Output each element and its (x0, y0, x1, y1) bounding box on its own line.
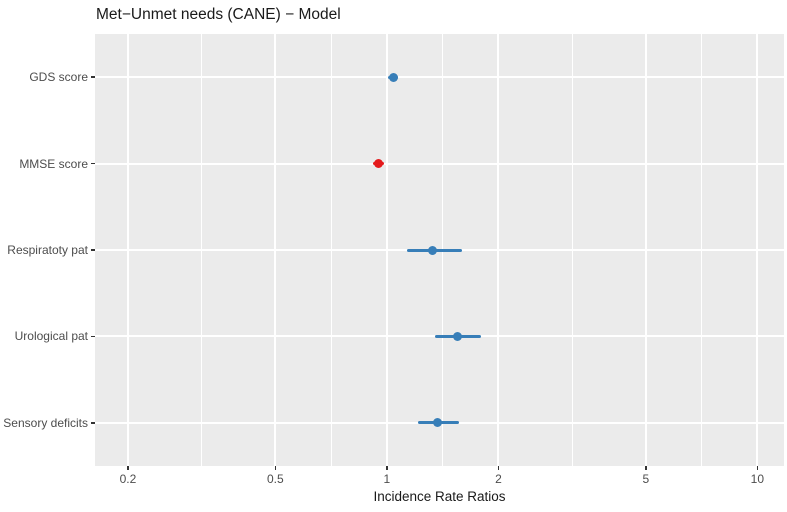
x-axis-tick (274, 466, 277, 470)
x-axis-title: Incidence Rate Ratios (373, 489, 506, 504)
x-tick-label: 0.5 (267, 472, 284, 486)
y-axis-tick (91, 162, 95, 165)
point-marker (374, 159, 384, 169)
x-tick-label: 0.2 (119, 472, 137, 486)
x-axis-tick (127, 466, 129, 470)
grid-major-y (95, 76, 784, 79)
y-category-label: Respiratoty pat (7, 243, 88, 257)
x-tick-label: 10 (750, 472, 765, 486)
chart-title: Met−Unmet needs (CANE) − Model (96, 6, 341, 23)
y-axis-tick (91, 422, 95, 424)
y-axis-tick (91, 249, 95, 251)
x-axis-tick (756, 466, 759, 470)
y-category-label: Urological pat (14, 329, 88, 344)
point-marker (428, 245, 438, 255)
x-axis-tick (386, 466, 388, 470)
y-category-label: Sensory deficits (3, 415, 88, 430)
x-tick-label: 5 (642, 472, 650, 486)
x-axis-tick (645, 466, 647, 470)
grid-major-y (95, 162, 784, 165)
y-category-label: GDS score (29, 70, 88, 85)
plot-panel (95, 34, 784, 466)
x-tick-label: 2 (495, 472, 502, 486)
y-axis-tick (91, 76, 95, 78)
y-axis-tick (91, 335, 95, 338)
x-tick-label: 1 (383, 472, 391, 486)
x-axis-tick (497, 466, 500, 470)
y-category-label: MMSE score (19, 156, 88, 171)
point-marker (388, 72, 398, 82)
point-marker (433, 418, 443, 428)
point-marker (452, 331, 462, 341)
